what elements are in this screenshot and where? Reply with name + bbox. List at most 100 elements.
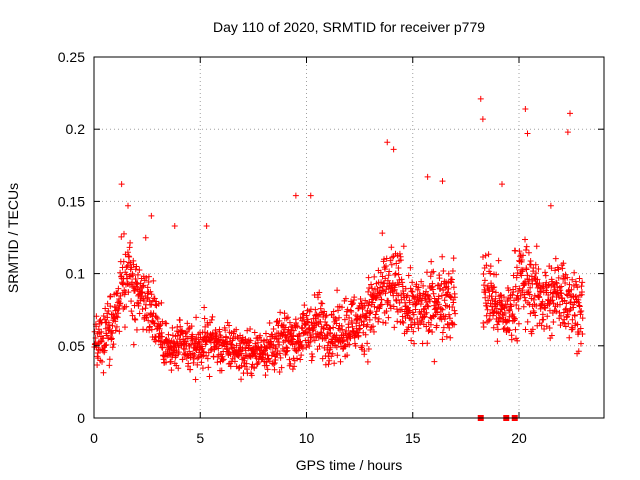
data-point bbox=[425, 328, 432, 335]
data-point bbox=[433, 322, 440, 329]
data-point bbox=[436, 275, 443, 282]
data-point bbox=[484, 306, 491, 313]
data-point bbox=[520, 252, 527, 259]
data-point bbox=[435, 301, 442, 308]
data-point bbox=[408, 288, 415, 295]
data-point bbox=[439, 178, 446, 185]
data-point bbox=[517, 292, 524, 299]
data-point bbox=[177, 323, 184, 330]
data-point bbox=[370, 328, 377, 335]
data-point bbox=[388, 261, 395, 268]
data-point bbox=[337, 358, 344, 365]
data-point bbox=[485, 251, 492, 258]
data-point bbox=[208, 316, 215, 323]
x-tick-label: 0 bbox=[90, 430, 98, 446]
data-point bbox=[165, 331, 172, 338]
data-point bbox=[312, 315, 319, 322]
data-point bbox=[316, 289, 323, 296]
data-point bbox=[148, 212, 155, 219]
data-point bbox=[512, 283, 519, 290]
data-point bbox=[564, 274, 571, 281]
data-point bbox=[312, 306, 319, 313]
data-point bbox=[126, 253, 133, 260]
data-point bbox=[492, 289, 499, 296]
data-point bbox=[97, 338, 104, 345]
data-point bbox=[104, 314, 111, 321]
data-point bbox=[552, 267, 559, 274]
data-point bbox=[106, 325, 113, 332]
data-point bbox=[139, 306, 146, 313]
data-point bbox=[284, 347, 291, 354]
data-point bbox=[391, 324, 398, 331]
data-point bbox=[112, 318, 119, 325]
data-point bbox=[566, 281, 573, 288]
data-point bbox=[198, 359, 205, 366]
data-point bbox=[481, 277, 488, 284]
data-point bbox=[426, 294, 433, 301]
data-point bbox=[385, 314, 392, 321]
data-point bbox=[151, 295, 158, 302]
data-point bbox=[121, 324, 128, 331]
data-point bbox=[544, 313, 551, 320]
data-point bbox=[427, 273, 434, 280]
data-point bbox=[202, 333, 209, 340]
data-point bbox=[532, 261, 539, 268]
data-point bbox=[423, 288, 430, 295]
data-point bbox=[129, 312, 136, 319]
data-point bbox=[363, 314, 370, 321]
data-point bbox=[390, 303, 397, 310]
data-point bbox=[262, 330, 269, 337]
data-point bbox=[424, 302, 431, 309]
data-point bbox=[130, 341, 137, 348]
data-point bbox=[117, 300, 124, 307]
data-point bbox=[322, 361, 329, 368]
data-point bbox=[275, 335, 282, 342]
data-point bbox=[428, 269, 435, 276]
data-point bbox=[319, 355, 326, 362]
data-point bbox=[175, 349, 182, 356]
data-point bbox=[142, 234, 149, 241]
data-point bbox=[520, 303, 527, 310]
data-point bbox=[399, 318, 406, 325]
data-point bbox=[562, 279, 569, 286]
data-point bbox=[136, 310, 143, 317]
data-point bbox=[98, 328, 105, 335]
data-point bbox=[392, 270, 399, 277]
data-point bbox=[199, 365, 206, 372]
data-point bbox=[214, 359, 221, 366]
data-point bbox=[439, 329, 446, 336]
data-point bbox=[577, 311, 584, 318]
data-point bbox=[120, 258, 127, 265]
data-point bbox=[179, 356, 186, 363]
data-point bbox=[263, 336, 270, 343]
data-point bbox=[261, 337, 268, 344]
data-point bbox=[509, 311, 516, 318]
data-point bbox=[383, 308, 390, 315]
data-point bbox=[175, 365, 182, 372]
data-point bbox=[99, 358, 106, 365]
data-point bbox=[327, 330, 334, 337]
data-point bbox=[301, 302, 308, 309]
data-point bbox=[194, 355, 201, 362]
data-point bbox=[381, 266, 388, 273]
data-point bbox=[319, 300, 326, 307]
data-point bbox=[480, 323, 487, 330]
data-point bbox=[483, 262, 490, 269]
data-point bbox=[393, 260, 400, 267]
data-point bbox=[114, 307, 121, 314]
data-point bbox=[525, 249, 532, 256]
data-point bbox=[103, 341, 110, 348]
data-point bbox=[140, 326, 147, 333]
data-point bbox=[158, 299, 165, 306]
data-point bbox=[106, 356, 113, 363]
data-point bbox=[132, 276, 139, 283]
data-point bbox=[339, 326, 346, 333]
data-point bbox=[276, 368, 283, 375]
data-point bbox=[102, 342, 109, 349]
data-point bbox=[480, 270, 487, 277]
data-point bbox=[451, 321, 458, 328]
data-point bbox=[387, 257, 394, 264]
data-point bbox=[509, 291, 516, 298]
x-tick-label: 10 bbox=[299, 430, 315, 446]
data-point bbox=[496, 314, 503, 321]
